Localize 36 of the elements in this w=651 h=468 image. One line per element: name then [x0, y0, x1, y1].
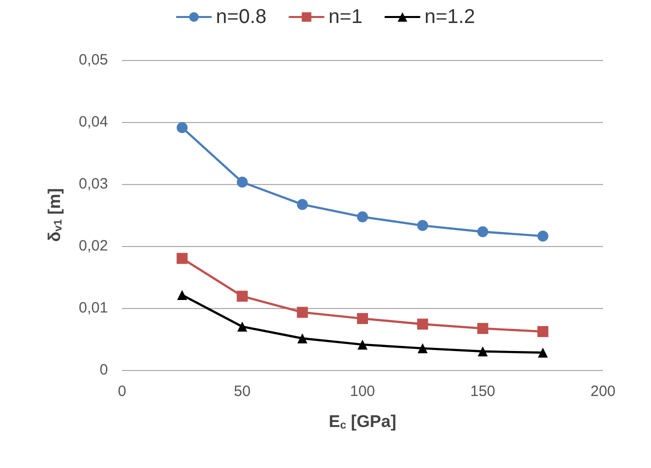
point [538, 348, 548, 358]
x-tick-label: 50 [234, 383, 251, 400]
point [357, 211, 368, 222]
point [477, 226, 488, 238]
x-tick-label: 0 [118, 383, 126, 400]
legend-label: n=1 [328, 6, 362, 28]
y-tick-label: 0,05 [78, 52, 108, 68]
y-tick-label: 0 [100, 362, 108, 378]
point [237, 322, 248, 332]
y-tick-label: 0,03 [78, 176, 108, 192]
y-tick-label: 0,02 [78, 238, 108, 254]
y-tick-label: 0,01 [78, 300, 108, 316]
legend-label: n=1.2 [424, 6, 476, 28]
x-tick-label: 200 [590, 383, 616, 400]
y-axis-title: δv1 [m] [45, 188, 64, 242]
point [176, 252, 188, 264]
y-tick-label: 0,04 [78, 114, 108, 130]
point [297, 333, 308, 344]
point [477, 322, 488, 334]
point [537, 230, 548, 242]
point [358, 340, 368, 350]
point [177, 290, 188, 300]
x-tick-label: 100 [350, 383, 376, 400]
point [357, 313, 368, 324]
x-tick-label: 150 [470, 383, 496, 400]
point [176, 122, 188, 134]
point [296, 306, 308, 318]
point [537, 326, 548, 338]
point [236, 176, 248, 188]
point [478, 346, 488, 356]
point [236, 290, 248, 302]
point [417, 220, 428, 232]
point [417, 318, 428, 330]
point [418, 343, 428, 354]
legend-label: n=0.8 [216, 6, 267, 28]
point [296, 198, 308, 210]
